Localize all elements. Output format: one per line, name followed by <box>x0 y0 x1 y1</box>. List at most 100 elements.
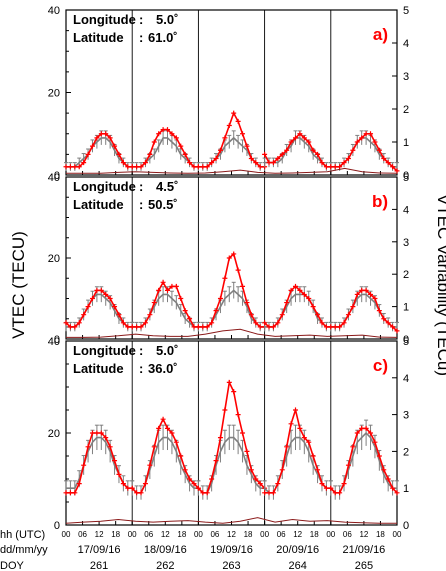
vtec-marker <box>337 324 343 330</box>
latitude-value: 36.0˚ <box>148 361 178 376</box>
vtec-marker <box>209 320 215 326</box>
vtec-marker <box>337 490 343 496</box>
vtec-marker <box>89 143 95 149</box>
vtec-marker <box>306 139 312 145</box>
vtec-marker <box>182 467 188 473</box>
vtec-marker <box>182 308 188 314</box>
vtec-marker <box>120 481 126 487</box>
median-line <box>131 436 199 494</box>
vtec-marker <box>240 430 246 436</box>
vtec-marker <box>89 296 95 301</box>
vtec-marker <box>328 324 334 330</box>
vtec-marker <box>394 490 400 496</box>
vtec-marker <box>270 490 276 496</box>
vtec-marker <box>213 156 219 161</box>
vtec-marker <box>297 287 303 293</box>
vtec-marker <box>381 156 387 161</box>
vtec-marker <box>332 324 338 330</box>
hour-tick-label: 00 <box>62 530 71 539</box>
vtec-marker <box>284 300 290 306</box>
y2-tick-label: 0 <box>403 334 409 346</box>
vtec-marker <box>138 490 144 496</box>
latitude-value: 50.5˚ <box>148 197 178 212</box>
vtec-line <box>198 252 265 328</box>
vtec-marker <box>89 430 95 436</box>
vtec-marker <box>248 156 254 161</box>
hour-tick-label: 12 <box>95 530 104 539</box>
vtec-marker <box>310 453 316 459</box>
vtec-marker <box>275 481 281 487</box>
vtec-marker <box>178 143 184 149</box>
vtec-marker <box>390 485 396 491</box>
vtec-line <box>66 133 133 168</box>
vtec-marker <box>129 485 135 491</box>
vtec-line <box>263 132 331 168</box>
vtec-marker <box>270 324 276 330</box>
hour-tick-label: 06 <box>78 530 87 539</box>
vtec-marker <box>244 143 250 149</box>
vtec-marker <box>160 127 166 133</box>
vtec-marker <box>288 139 294 145</box>
latitude-label: Latitude <box>73 197 124 212</box>
date-label: 18/09/16 <box>144 544 187 556</box>
vtec-line <box>264 407 331 494</box>
vtec-marker <box>142 481 148 487</box>
vtec-marker <box>173 283 179 289</box>
vtec-marker <box>129 164 135 170</box>
doy-label: 262 <box>156 560 174 571</box>
vtec-marker <box>160 416 166 422</box>
vtec-marker <box>266 324 272 330</box>
vtec-marker <box>142 160 148 166</box>
vtec-marker <box>262 320 268 326</box>
vtec-marker <box>94 430 100 436</box>
y2-tick-label: 2 <box>403 104 409 116</box>
vtec-marker <box>156 287 162 293</box>
longitude-colon: : <box>139 12 143 27</box>
doy-label: 263 <box>222 560 240 571</box>
vtec-marker <box>244 448 250 454</box>
vtec-marker <box>231 389 237 395</box>
vtec-marker <box>85 151 91 157</box>
vtec-marker <box>354 139 360 145</box>
vtec-line <box>131 417 199 494</box>
vtec-marker <box>266 490 272 496</box>
vtec-marker <box>292 407 298 413</box>
vtec-marker <box>200 324 206 330</box>
vtec-marker <box>354 430 360 436</box>
vtec-marker <box>341 481 347 487</box>
vtec-marker <box>107 135 113 141</box>
y-tick-label: 20 <box>48 253 60 265</box>
vtec-marker <box>231 110 237 116</box>
x-axis-labels: 00 06 12 18 17/09/16 261 00 06 12 18 18/09/16 262 00… <box>62 530 402 571</box>
longitude-colon: : <box>139 179 143 194</box>
vtec-marker <box>134 164 140 170</box>
hour-tick-label: 00 <box>194 530 203 539</box>
vtec-marker <box>120 320 126 326</box>
row-label-hh: hh (UTC) <box>0 529 45 541</box>
date-label: 17/09/16 <box>78 544 121 556</box>
y-tick-label: 20 <box>48 88 60 100</box>
vtec-marker <box>284 147 290 153</box>
longitude-value: 5.0˚ <box>156 343 178 358</box>
doy-label: 265 <box>355 560 373 571</box>
vtec-marker <box>191 481 197 487</box>
vtec-marker <box>350 444 356 450</box>
date-label: 20/09/16 <box>276 544 319 556</box>
vtec-marker <box>169 283 175 289</box>
vtec-marker <box>345 312 351 318</box>
vtec-marker <box>116 151 122 157</box>
y-tick-label: 40 <box>48 5 60 17</box>
variability-line <box>65 517 397 524</box>
median-line <box>264 436 331 494</box>
vtec-line <box>330 289 398 332</box>
vtec-marker <box>67 324 73 330</box>
vtec-marker <box>204 490 210 496</box>
y-tick-label: 0 <box>54 170 60 182</box>
vtec-marker <box>107 444 113 450</box>
vtec-marker <box>385 320 391 326</box>
latitude-colon: : <box>139 197 143 212</box>
vtec-marker <box>76 481 82 487</box>
